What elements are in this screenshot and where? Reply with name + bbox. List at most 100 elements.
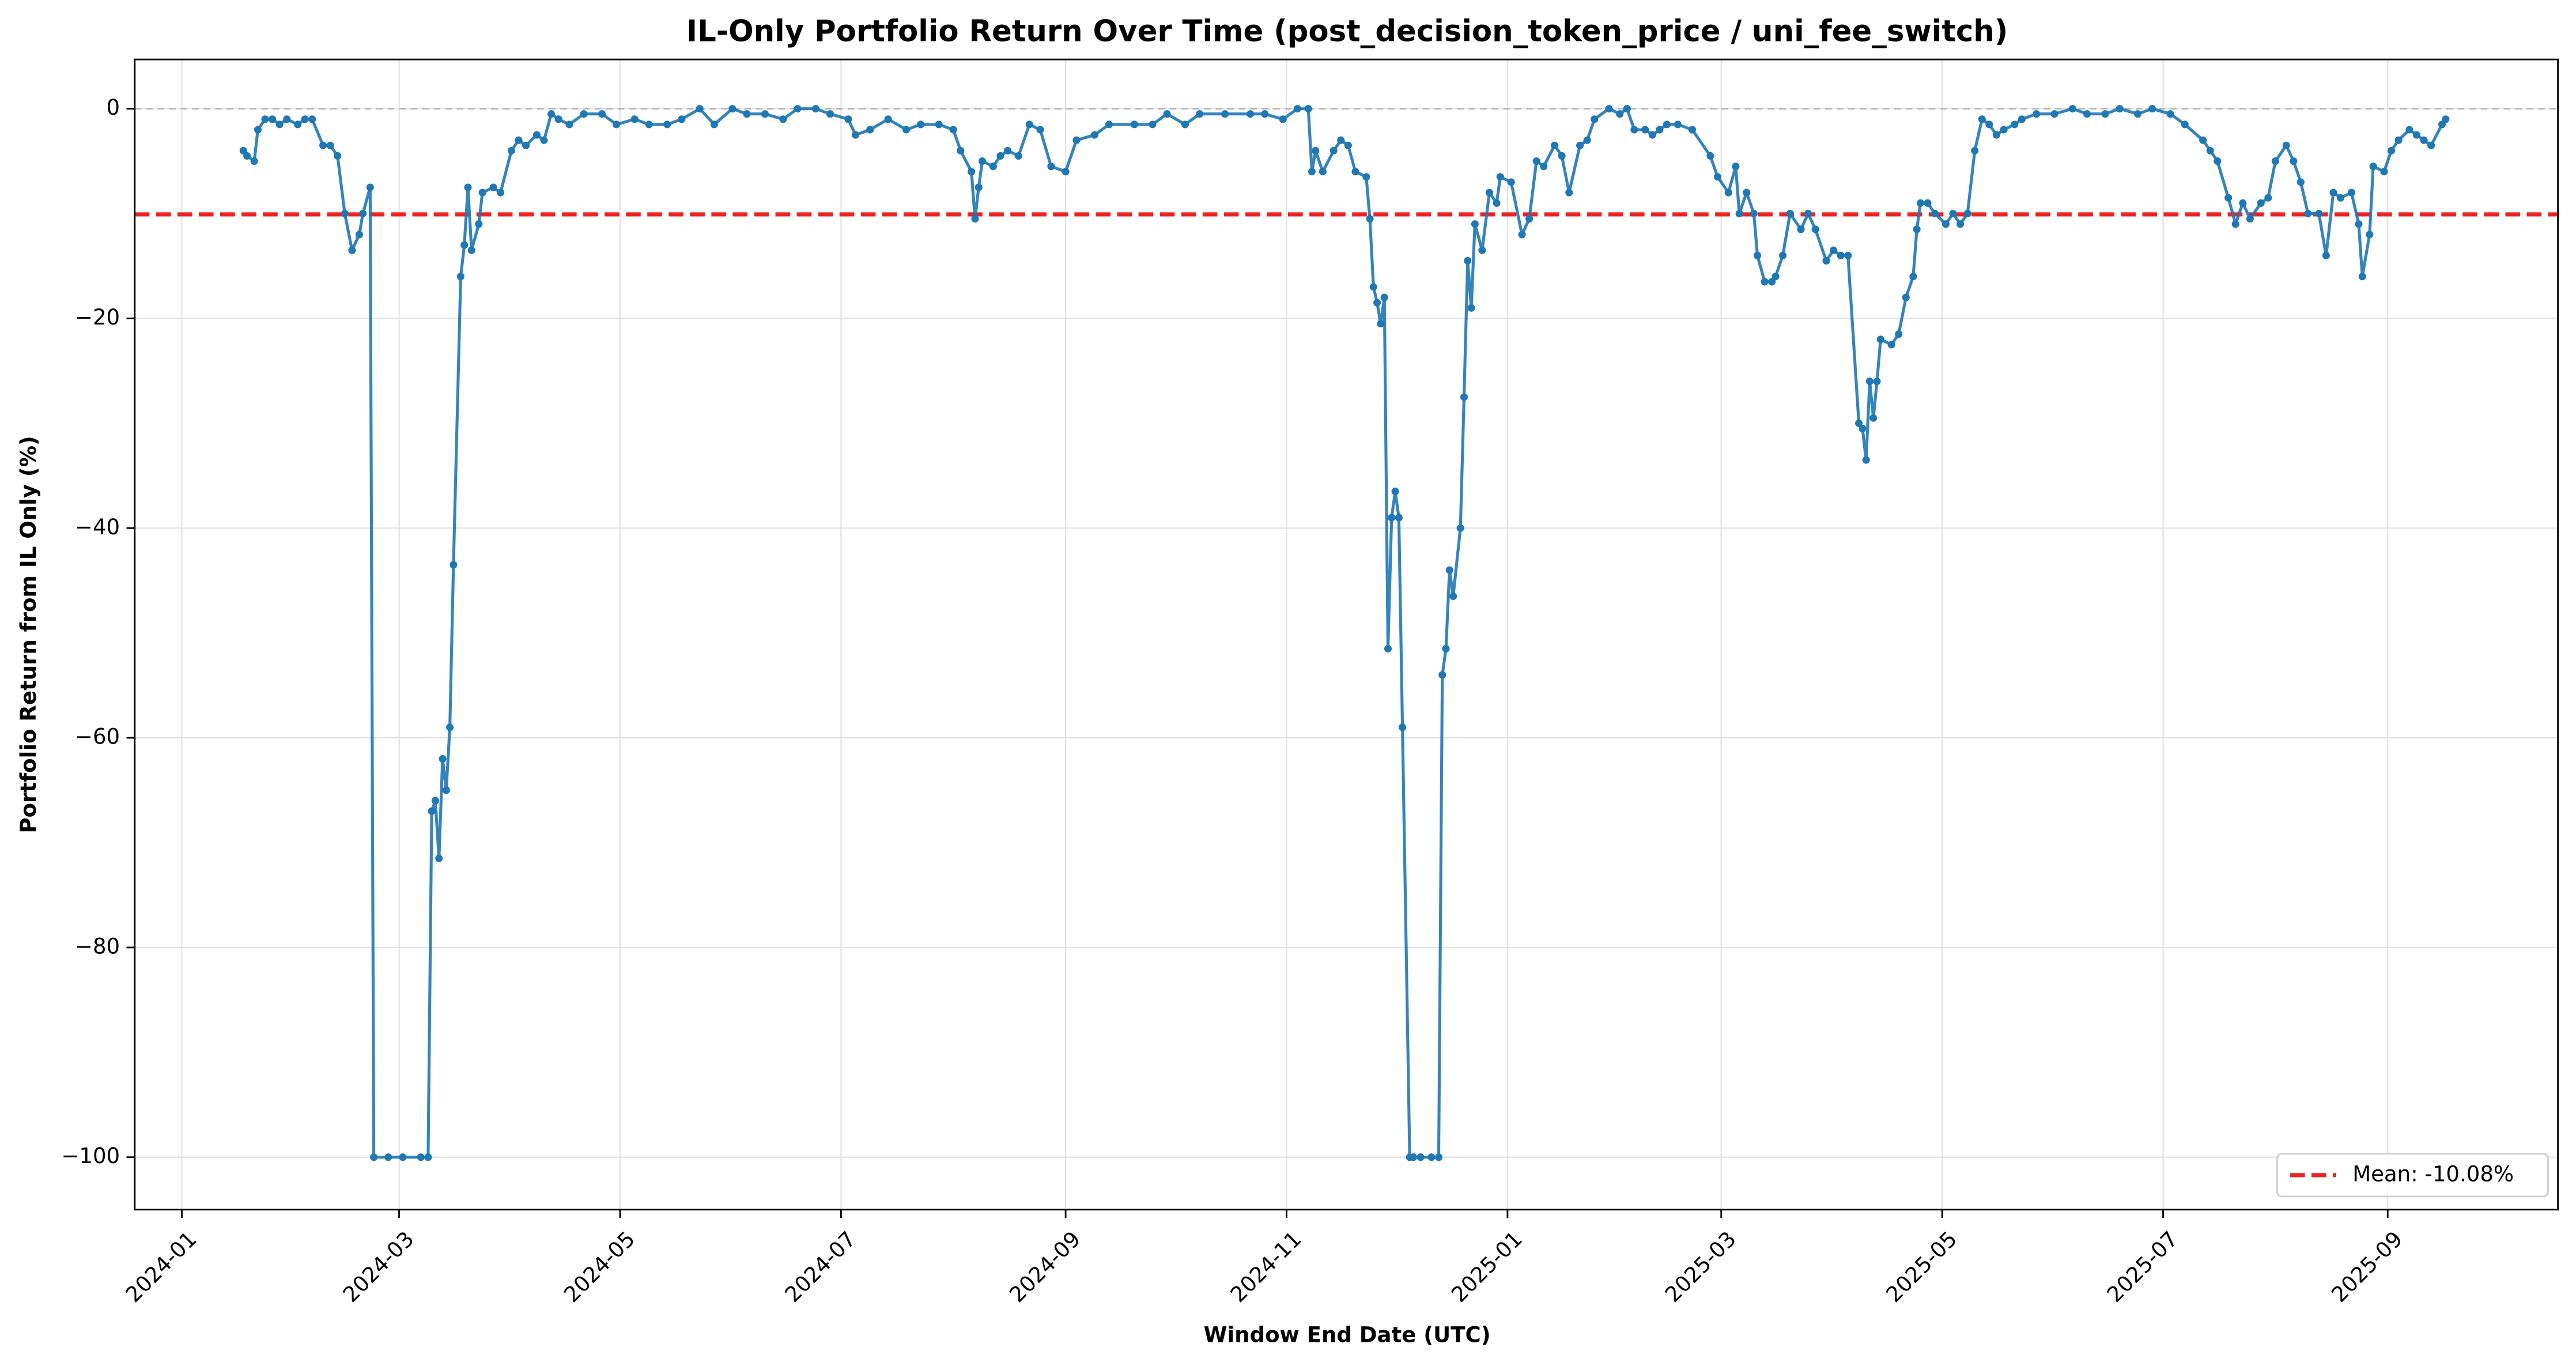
data-point bbox=[1369, 283, 1377, 291]
data-point bbox=[1583, 136, 1591, 144]
data-point bbox=[355, 231, 364, 239]
data-point bbox=[2246, 215, 2254, 223]
data-point bbox=[1384, 644, 1392, 653]
data-point bbox=[1036, 126, 1044, 134]
y-tick-label: −100 bbox=[61, 1144, 120, 1168]
data-point bbox=[1312, 146, 1320, 154]
data-point bbox=[1247, 110, 1255, 118]
data-point bbox=[2336, 194, 2345, 202]
data-point bbox=[613, 120, 621, 129]
data-point bbox=[515, 136, 523, 144]
data-point bbox=[645, 120, 653, 129]
legend: Mean: -10.08% bbox=[2276, 1153, 2549, 1198]
data-point bbox=[811, 105, 819, 113]
data-point bbox=[1485, 188, 1494, 197]
data-point bbox=[844, 115, 852, 123]
data-point bbox=[1362, 173, 1370, 181]
data-point bbox=[1724, 188, 1732, 197]
data-point bbox=[554, 115, 562, 123]
data-point bbox=[2181, 120, 2189, 129]
data-point bbox=[1605, 105, 1613, 113]
data-point bbox=[1445, 566, 1453, 574]
data-point bbox=[2148, 105, 2156, 113]
data-point bbox=[935, 120, 943, 129]
data-point bbox=[949, 126, 957, 134]
data-point bbox=[1844, 251, 1852, 259]
data-point bbox=[1859, 424, 1867, 433]
data-point bbox=[1072, 136, 1081, 144]
data-point bbox=[2224, 194, 2233, 202]
y-tick-label: −20 bbox=[75, 305, 120, 330]
data-point bbox=[460, 241, 469, 249]
data-point bbox=[1380, 293, 1388, 301]
data-point bbox=[1467, 304, 1475, 312]
data-point bbox=[565, 120, 573, 129]
data-point bbox=[1464, 256, 1472, 265]
data-point bbox=[424, 1153, 432, 1161]
data-point bbox=[1344, 141, 1352, 149]
data-point bbox=[2420, 136, 2428, 144]
data-point bbox=[348, 246, 356, 254]
data-point bbox=[2257, 199, 2265, 207]
data-point bbox=[1261, 110, 1269, 118]
data-point bbox=[1656, 126, 1664, 134]
data-point bbox=[1304, 105, 1312, 113]
data-point bbox=[1493, 199, 1501, 207]
data-point bbox=[1373, 299, 1381, 307]
data-point bbox=[2231, 220, 2239, 228]
data-point bbox=[1630, 126, 1638, 134]
data-point bbox=[1460, 393, 1468, 401]
data-point bbox=[1163, 110, 1171, 118]
data-point bbox=[435, 854, 443, 862]
data-point bbox=[1732, 163, 1740, 171]
data-point bbox=[743, 110, 751, 118]
data-point bbox=[326, 141, 334, 149]
data-point bbox=[2133, 110, 2142, 118]
data-point bbox=[1551, 141, 1559, 149]
data-point bbox=[1949, 209, 1957, 218]
data-point bbox=[902, 126, 911, 134]
data-point bbox=[428, 807, 436, 815]
data-point bbox=[359, 209, 367, 218]
data-point bbox=[1992, 131, 2000, 139]
data-point bbox=[678, 115, 686, 123]
data-point bbox=[1337, 136, 1345, 144]
data-point bbox=[1648, 131, 1656, 139]
y-axis-label: Portfolio Return from IL Only (%) bbox=[16, 436, 41, 833]
x-axis-label: Window End Date (UTC) bbox=[1204, 1323, 1491, 1348]
data-point bbox=[370, 1153, 378, 1161]
data-point bbox=[1865, 378, 1874, 386]
data-point bbox=[2380, 168, 2388, 176]
data-point bbox=[975, 183, 983, 191]
data-point bbox=[1706, 152, 1714, 160]
data-point bbox=[1971, 146, 1979, 154]
data-point bbox=[1507, 178, 1515, 186]
data-point bbox=[1221, 110, 1229, 118]
data-point bbox=[598, 110, 606, 118]
data-point bbox=[478, 188, 486, 197]
data-point bbox=[1558, 152, 1566, 160]
data-point bbox=[1399, 723, 1407, 731]
data-point bbox=[1496, 173, 1504, 181]
legend-box bbox=[2276, 1153, 2549, 1198]
data-point bbox=[761, 110, 769, 118]
data-point bbox=[1985, 120, 1993, 129]
data-point bbox=[1862, 456, 1870, 464]
data-point bbox=[1438, 671, 1446, 679]
data-point bbox=[1471, 220, 1479, 228]
data-point bbox=[1591, 115, 1599, 123]
data-point bbox=[2358, 273, 2366, 281]
data-point bbox=[1830, 246, 1838, 254]
data-point bbox=[1735, 209, 1743, 218]
data-point bbox=[532, 131, 541, 139]
data-point bbox=[917, 120, 925, 129]
data-point bbox=[1565, 188, 1573, 197]
data-point bbox=[1409, 1153, 1418, 1161]
data-point bbox=[1449, 592, 1457, 601]
data-point bbox=[1663, 120, 1671, 129]
data-point bbox=[2199, 136, 2207, 144]
y-tick-label: −60 bbox=[75, 724, 120, 749]
data-point bbox=[1876, 335, 1884, 344]
data-point bbox=[1003, 146, 1012, 154]
